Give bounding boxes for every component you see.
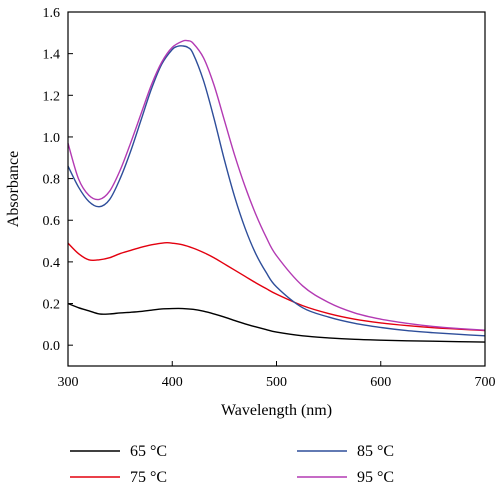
- y-tick-label: 1.2: [43, 89, 61, 104]
- legend-label-3: 85 °C: [357, 443, 394, 460]
- y-tick-label: 0.8: [43, 173, 61, 188]
- tick-layer: 300 400 500 600 700 0.0 0.2 0.4 0.6 0.8 1.0 1.2 1.4 1…: [43, 6, 496, 390]
- series-layer: [67, 39, 486, 343]
- x-axis-label: Wavelength (nm): [221, 402, 332, 419]
- x-tick-label: 500: [266, 375, 287, 390]
- y-tick-label: 0.6: [43, 214, 61, 229]
- y-tick-label: 1.0: [43, 131, 61, 146]
- legend-label-2: 75 °C: [130, 469, 167, 486]
- series-line-2: [67, 242, 486, 332]
- x-tick-label: 300: [58, 375, 79, 390]
- y-tick-label: 1.6: [43, 6, 61, 21]
- x-tick-label: 600: [370, 375, 391, 390]
- series-line-4: [67, 39, 486, 331]
- legend: 65 °C 75 °C 85 °C 95 °C: [70, 443, 394, 486]
- series-line-1: [67, 302, 486, 343]
- y-axis-label: Absorbance: [5, 151, 22, 227]
- y-tick-label: 0.4: [43, 256, 61, 271]
- x-tick-label: 700: [475, 375, 496, 390]
- y-tick-label: 1.4: [43, 48, 61, 63]
- x-tick-label: 400: [162, 375, 183, 390]
- legend-label-1: 65 °C: [130, 443, 167, 460]
- series-line-3: [67, 45, 486, 337]
- y-tick-label: 0.0: [43, 339, 61, 354]
- plot-frame: [67, 11, 486, 367]
- legend-label-4: 95 °C: [357, 469, 394, 486]
- y-tick-label: 0.2: [43, 298, 61, 313]
